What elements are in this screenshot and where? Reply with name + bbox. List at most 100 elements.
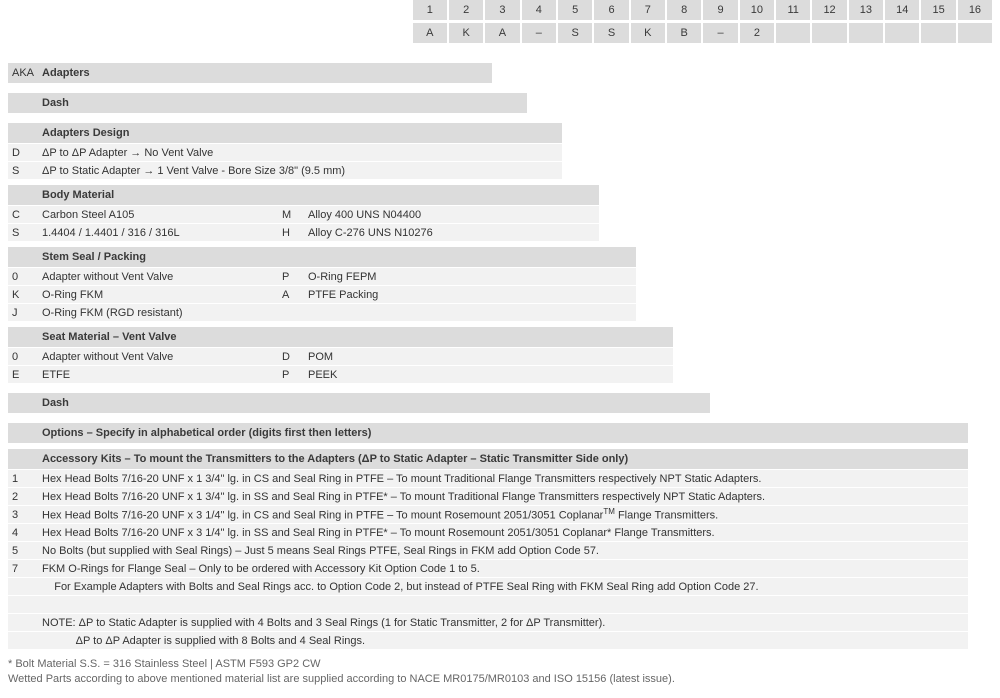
row-text: O-Ring FKM [38,289,278,301]
pos-num: 14 [885,0,919,20]
row-code: 2 [8,491,38,503]
pos-num: 13 [849,0,883,20]
pos-num: 3 [485,0,519,20]
dash2-title: Dash [38,397,69,409]
pos-letter: S [594,23,628,43]
band-aka: AKA Adapters [8,63,492,83]
row-code: J [8,307,38,319]
pos-num: 10 [740,0,774,20]
pos-letter [776,23,810,43]
pos-num: 9 [703,0,737,20]
row-text: PTFE Packing [304,289,636,301]
pos-letter: K [631,23,665,43]
pos-letter: – [522,23,556,43]
row-code: H [278,227,304,239]
pos-letter [921,23,955,43]
accessory-title: Accessory Kits – To mount the Transmitte… [38,453,628,465]
row-text: For Example Adapters with Bolts and Seal… [38,581,968,593]
pos-letter: K [449,23,483,43]
row-text: Hex Head Bolts 7/16-20 UNF x 1 3/4" lg. … [38,473,968,485]
band-body: Body Material [8,185,599,205]
table-row [8,596,968,613]
row-code: 7 [8,563,38,575]
pos-letter [812,23,846,43]
pos-num: 16 [958,0,992,20]
row-code: D [278,351,304,363]
row-code: 0 [8,351,38,363]
row-code: C [8,209,38,221]
row-text: FKM O-Rings for Flange Seal – Only to be… [38,563,968,575]
pos-num: 6 [594,0,628,20]
aka-code: AKA [8,67,38,79]
table-row: EETFEPPEEK [8,366,673,383]
pos-letter: – [703,23,737,43]
pos-num: 12 [812,0,846,20]
pos-letter: S [558,23,592,43]
table-row: ΔP to ΔP Adapter is supplied with 8 Bolt… [8,632,968,649]
row-text: ΔP to ΔP Adapter → No Vent Valve [38,147,562,159]
row-text: O-Ring FKM (RGD resistant) [38,307,278,319]
table-row: 4Hex Head Bolts 7/16-20 UNF x 3 1/4" lg.… [8,524,968,541]
band-options: Options – Specify in alphabetical order … [8,423,968,443]
band-stem: Stem Seal / Packing [8,247,636,267]
table-row: 0Adapter without Vent ValveDPOM [8,348,673,365]
row-code: M [278,209,304,221]
row-text: Alloy 400 UNS N04400 [304,209,599,221]
pos-num: 15 [921,0,955,20]
row-text: Hex Head Bolts 7/16-20 UNF x 3 1/4" lg. … [38,527,968,539]
pos-num: 7 [631,0,665,20]
table-row: 3Hex Head Bolts 7/16-20 UNF x 3 1/4" lg.… [8,506,968,523]
pos-letter: A [485,23,519,43]
table-row: JO-Ring FKM (RGD resistant) [8,304,636,321]
row-code: 3 [8,509,38,521]
table-row: CCarbon Steel A105MAlloy 400 UNS N04400 [8,206,599,223]
row-code: S [8,165,38,177]
pos-letter [958,23,992,43]
table-row: S1.4404 / 1.4401 / 316 / 316LHAlloy C-27… [8,224,599,241]
design-title: Adapters Design [38,127,129,139]
pos-letter [849,23,883,43]
band-design: Adapters Design [8,123,562,143]
pos-num: 8 [667,0,701,20]
table-row: 5No Bolts (but supplied with Seal Rings)… [8,542,968,559]
row-text: ΔP to Static Adapter → 1 Vent Valve - Bo… [38,165,562,177]
table-row: 1Hex Head Bolts 7/16-20 UNF x 1 3/4" lg.… [8,470,968,487]
row-code: A [278,289,304,301]
table-row: 2Hex Head Bolts 7/16-20 UNF x 1 3/4" lg.… [8,488,968,505]
band-seat: Seat Material – Vent Valve [8,327,673,347]
row-text: Hex Head Bolts 7/16-20 UNF x 3 1/4" lg. … [38,507,968,522]
row-text: 1.4404 / 1.4401 / 316 / 316L [38,227,278,239]
body-title: Body Material [38,189,114,201]
options-title: Options – Specify in alphabetical order … [38,427,371,439]
row-code: D [8,147,38,159]
pos-num: 4 [522,0,556,20]
pos-letter: 2 [740,23,774,43]
row-text: Adapter without Vent Valve [38,271,278,283]
footer-notes: * Bolt Material S.S. = 316 Stainless Ste… [8,657,992,688]
row-code: K [8,289,38,301]
row-code: 0 [8,271,38,283]
stem-title: Stem Seal / Packing [38,251,146,263]
aka-title: Adapters [38,67,90,79]
row-text: Hex Head Bolts 7/16-20 UNF x 1 3/4" lg. … [38,491,968,503]
row-text: O-Ring FEPM [304,271,636,283]
row-code: P [278,271,304,283]
row-code: P [278,369,304,381]
table-row: SΔP to Static Adapter → 1 Vent Valve - B… [8,162,562,179]
row-text: PEEK [304,369,673,381]
pos-num: 1 [413,0,447,20]
stair-row-numbers: 12345678910111213141516 [8,0,992,20]
table-row: NOTE: ΔP to Static Adapter is supplied w… [8,614,968,631]
row-text: Alloy C-276 UNS N10276 [304,227,599,239]
row-text: NOTE: ΔP to Static Adapter is supplied w… [38,617,968,629]
dash1-title: Dash [38,97,69,109]
footer-line1: * Bolt Material S.S. = 316 Stainless Ste… [8,657,992,672]
band-dash1: Dash [8,93,527,113]
footer-line2: Wetted Parts according to above mentione… [8,672,992,687]
row-text: ETFE [38,369,278,381]
row-code: 1 [8,473,38,485]
pos-letter [885,23,919,43]
pos-num: 2 [449,0,483,20]
row-text: ΔP to ΔP Adapter is supplied with 8 Bolt… [38,635,968,647]
row-code: S [8,227,38,239]
